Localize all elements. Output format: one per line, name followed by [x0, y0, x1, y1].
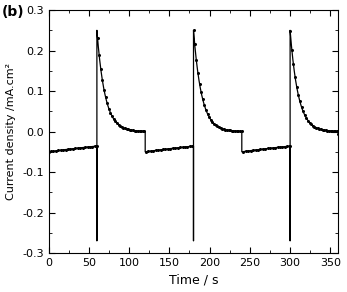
Y-axis label: Current density /mA.cm²: Current density /mA.cm²	[6, 63, 16, 200]
X-axis label: Time / s: Time / s	[169, 273, 218, 286]
Text: (b): (b)	[2, 5, 25, 19]
